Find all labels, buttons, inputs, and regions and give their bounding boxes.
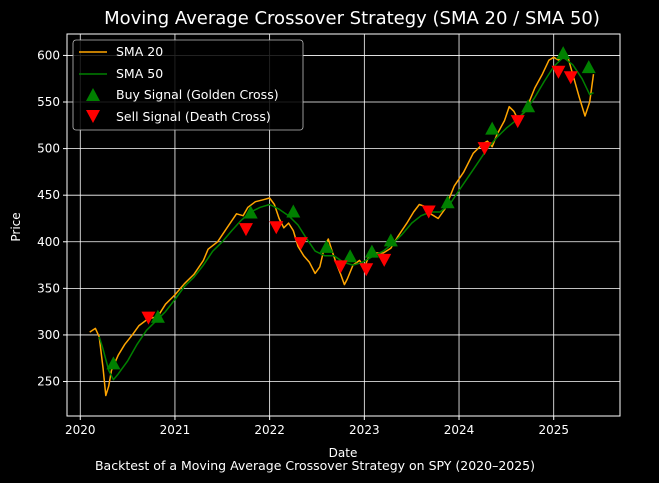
y-tick-label: 600 [37,48,60,62]
sell-signal-marker [333,260,348,274]
sell-signal-marker [551,65,566,79]
signal-markers [106,46,596,370]
sell-signal-marker [359,263,374,277]
buy-signal-marker [556,46,571,60]
y-tick-label: 450 [37,188,60,202]
buy-signal-marker [243,205,258,219]
y-tick-label: 550 [37,95,60,109]
legend-frame [72,39,304,131]
sell-signal-marker [510,115,525,129]
buy-signal-marker [440,195,455,209]
buy-signal-marker [581,60,596,74]
y-axis-label: Price [9,212,23,241]
sell-signal-marker [238,223,253,237]
x-tick-label: 2020 [65,423,96,437]
y-tick-label: 350 [37,281,60,295]
y-axis-ticks: 250 300 350 400 450 500 550 600 [37,48,67,389]
legend-label-sma50: SMA 50 [116,66,163,81]
buy-signal-marker [319,239,334,253]
x-axis-label: Date [329,446,358,460]
x-tick-label: 2024 [444,423,475,437]
sell-signal-marker [477,142,492,156]
buy-signal-marker [485,121,500,135]
y-tick-label: 500 [37,142,60,156]
legend-label-sell: Sell Signal (Death Cross) [116,109,271,124]
buy-signal-marker [286,204,301,218]
sell-signal-marker [269,221,284,235]
series-line-sma50 [98,56,594,381]
sell-signal-marker [563,71,578,85]
chart-title: Moving Average Crossover Strategy (SMA 2… [104,8,600,29]
buy-signal-marker [364,244,379,258]
sell-signal-marker [421,205,436,219]
buy-signal-marker [106,356,121,370]
y-tick-label: 300 [37,328,60,342]
x-tick-label: 2023 [349,423,380,437]
buy-signal-marker [343,249,358,263]
sell-signal-marker [377,253,392,267]
sell-signal-marker [141,311,156,325]
x-tick-label: 2022 [254,423,285,437]
legend: SMA 20 SMA 50 Buy Signal (Golden Cross) … [72,39,304,131]
buy-signal-marker [383,233,398,247]
legend-label-sma20: SMA 20 [116,44,163,59]
buy-signal-marker [521,99,536,113]
chart-caption: Backtest of a Moving Average Crossover S… [95,458,535,473]
x-tick-label: 2021 [160,423,191,437]
x-tick-label: 2025 [538,423,569,437]
y-tick-label: 250 [37,375,60,389]
legend-marker-buy [86,88,100,101]
legend-label-buy: Buy Signal (Golden Cross) [116,87,279,102]
x-axis-ticks: 2020 2021 2022 2023 2024 2025 [65,416,569,437]
legend-marker-sell [86,110,100,123]
buy-signal-marker [150,309,165,323]
y-tick-label: 400 [37,235,60,249]
sell-signal-marker [293,237,308,251]
